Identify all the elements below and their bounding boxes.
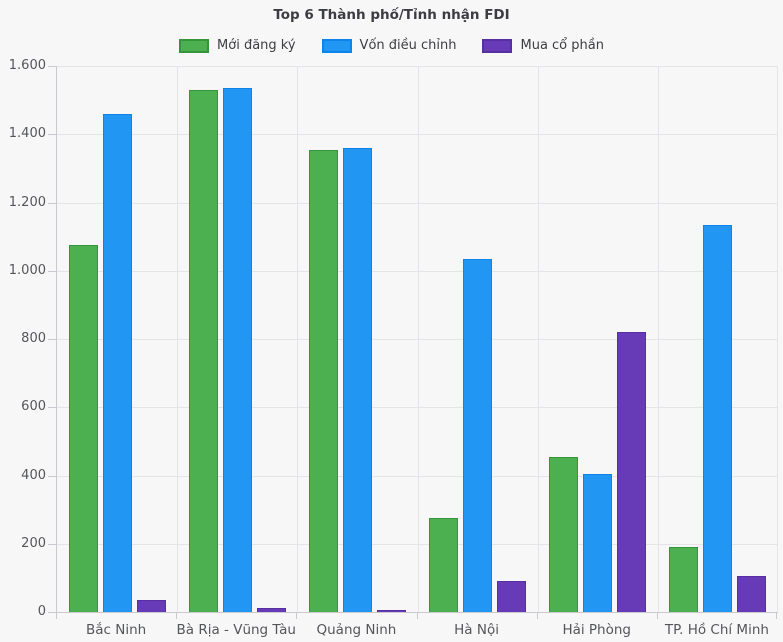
y-tick-mark: [48, 202, 56, 204]
legend: Mới đăng ký Vốn điều chỉnh Mua cổ phần: [0, 38, 783, 53]
x-tick-label: Quảng Ninh: [316, 622, 397, 638]
y-tick-mark: [48, 612, 56, 613]
gridline-vertical: [417, 66, 419, 612]
y-tick-mark: [48, 543, 56, 545]
gridline-vertical: [537, 66, 539, 612]
gridline-vertical: [657, 66, 659, 612]
y-tick-mark: [48, 66, 56, 67]
bar[interactable]: [376, 610, 406, 612]
bar[interactable]: [669, 547, 699, 612]
legend-label: Mới đăng ký: [217, 38, 296, 53]
bar[interactable]: [102, 113, 132, 612]
gridline-vertical: [297, 66, 299, 612]
y-tick-label: 400: [21, 467, 46, 483]
bar[interactable]: [497, 581, 527, 612]
category-group: [177, 66, 297, 612]
y-tick-label: 0: [37, 604, 46, 619]
bar[interactable]: [188, 89, 218, 612]
category-group: [658, 66, 778, 612]
y-tick-mark: [48, 270, 56, 272]
y-tick-label: 800: [21, 331, 46, 346]
legend-item-0[interactable]: Mới đăng ký: [179, 38, 296, 53]
category-group: [418, 66, 538, 612]
y-tick-label: 200: [21, 535, 46, 551]
x-tick-label: TP. Hồ Chí Minh: [664, 622, 769, 638]
x-tick-label: Bắc Ninh: [85, 622, 147, 638]
x-tick-mark: [416, 613, 418, 619]
x-tick-label: Bà Rịa - Vũng Tàu: [176, 622, 296, 638]
bar[interactable]: [429, 518, 459, 612]
bar[interactable]: [256, 607, 286, 612]
y-tick-label: 1.200: [8, 194, 46, 210]
y-tick-label: 1.600: [8, 58, 46, 73]
gridline-vertical: [777, 66, 778, 612]
legend-label: Vốn điều chỉnh: [359, 38, 457, 53]
y-tick-label: 1.000: [8, 262, 46, 278]
y-tick-mark: [48, 475, 56, 477]
legend-label: Mua cổ phần: [520, 38, 604, 53]
category-group: [57, 66, 177, 612]
x-tick-mark: [656, 613, 658, 619]
gridline-vertical: [177, 66, 179, 612]
bar[interactable]: [136, 600, 166, 612]
bar[interactable]: [617, 332, 647, 612]
bar[interactable]: [222, 88, 252, 612]
category-group: [297, 66, 417, 612]
bar[interactable]: [583, 473, 613, 612]
legend-item-1[interactable]: Vốn điều chỉnh: [321, 38, 457, 53]
x-tick-mark: [296, 613, 298, 619]
x-tick-mark: [56, 613, 57, 619]
legend-swatch-icon: [482, 38, 513, 53]
x-tick-mark: [776, 613, 777, 619]
legend-swatch-icon: [321, 38, 352, 53]
bar[interactable]: [463, 258, 493, 612]
y-tick-mark: [48, 407, 56, 409]
y-tick-mark: [48, 134, 56, 136]
bar[interactable]: [342, 147, 372, 612]
category-group: [538, 66, 658, 612]
y-tick-label: 600: [21, 399, 46, 415]
legend-swatch-icon: [179, 38, 210, 53]
chart-title: Top 6 Thành phố/Tỉnh nhận FDI: [273, 7, 510, 23]
bar[interactable]: [737, 576, 767, 612]
bar[interactable]: [549, 456, 579, 612]
x-tick-label: Hà Nội: [454, 622, 499, 638]
bar[interactable]: [308, 149, 338, 612]
x-tick-label: Hải Phòng: [562, 622, 632, 638]
y-tick-mark: [48, 339, 56, 340]
legend-item-2[interactable]: Mua cổ phần: [482, 38, 604, 53]
plot-area: [56, 66, 778, 613]
x-tick-mark: [536, 613, 538, 619]
bar[interactable]: [703, 224, 733, 612]
y-tick-label: 1.400: [8, 126, 46, 142]
bar[interactable]: [68, 245, 98, 612]
x-tick-mark: [176, 613, 178, 619]
